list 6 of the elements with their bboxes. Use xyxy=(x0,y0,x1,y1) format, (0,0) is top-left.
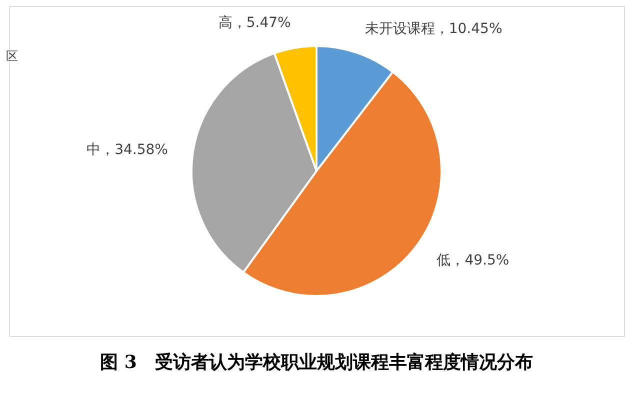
text: 图 3 受访者认为学校职业规划课程丰富程度情况分布 xyxy=(100,352,533,373)
slice-label: 低，49.5% xyxy=(436,252,510,269)
slice-label: 中，34.58% xyxy=(86,142,168,158)
text: 区 xyxy=(6,49,18,63)
slice-label: 高，5.47% xyxy=(218,15,291,32)
slice-label: 未开设课程，10.45% xyxy=(364,21,502,38)
